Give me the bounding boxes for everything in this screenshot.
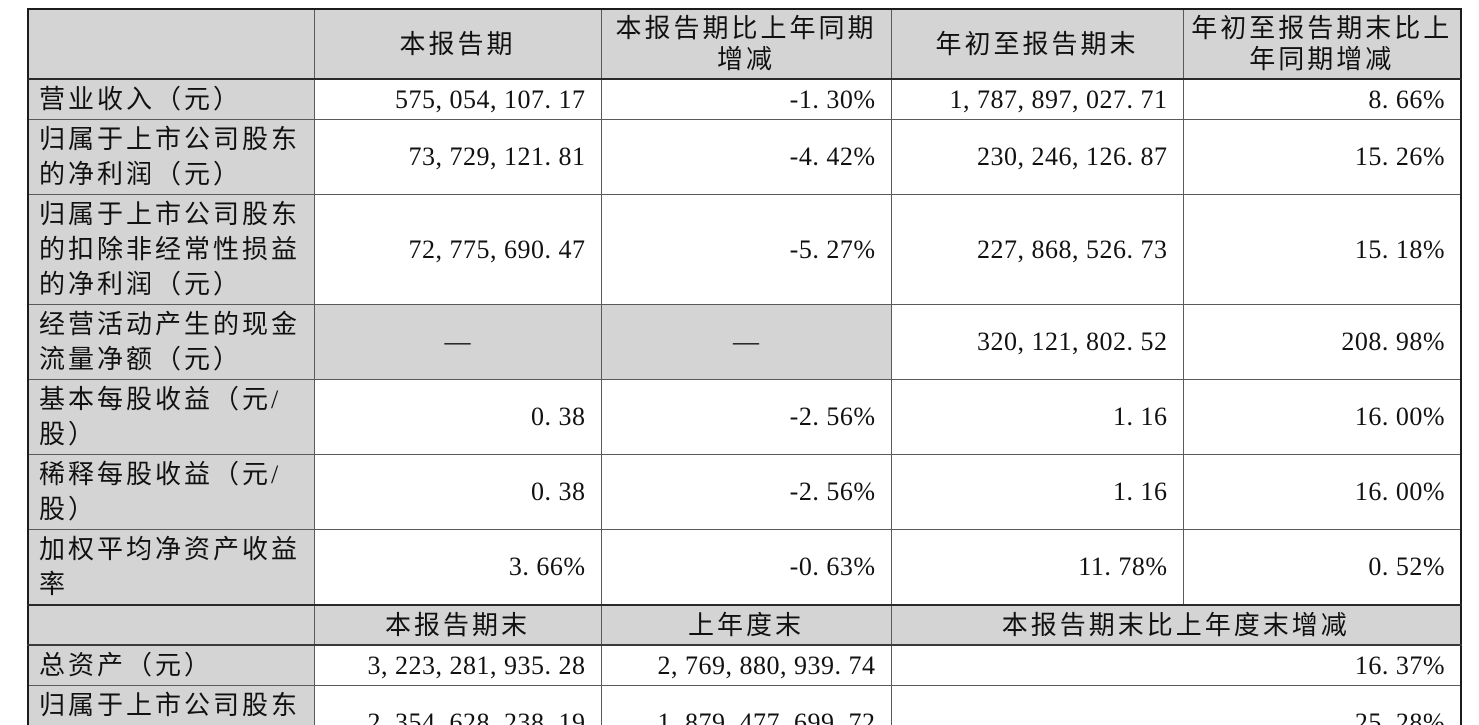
value-yoy: -2. 56% [600,379,892,455]
value-change: 25. 28% [890,685,1462,725]
value-yoy-dash: — [600,304,892,380]
row-basic-eps: 基本每股收益（元/股） 0. 38 -2. 56% 1. 16 16. 00% [27,379,1462,455]
col-header-ytd: 年初至报告期末 [890,8,1184,80]
header-corner-cell [27,8,315,80]
header-row-period-end: 本报告期末 上年度末 本报告期末比上年度末增减 [27,604,1462,646]
row-label: 基本每股收益（元/股） [27,379,315,455]
row-net-profit-excl-nonrecurring: 归属于上市公司股东的扣除非经常性损益的净利润（元） 72, 775, 690. … [27,194,1462,305]
row-weighted-avg-roe: 加权平均净资产收益率 3. 66% -0. 63% 11. 78% 0. 52% [27,529,1462,606]
col-header-current-period: 本报告期 [313,8,602,80]
row-label: 归属于上市公司股东的净利润（元） [27,119,315,195]
row-net-profit: 归属于上市公司股东的净利润（元） 73, 729, 121. 81 -4. 42… [27,119,1462,195]
value-ytd-yoy: 16. 00% [1182,379,1462,455]
value-ytd-yoy: 208. 98% [1182,304,1462,380]
value-change: 16. 37% [890,644,1462,686]
row-operating-revenue: 营业收入（元） 575, 054, 107. 17 -1. 30% 1, 787… [27,78,1462,120]
value-ytd: 1. 16 [890,379,1184,455]
header-row-period: 本报告期 本报告期比上年同期增减 年初至报告期末 年初至报告期末比上年同期增减 [27,8,1462,80]
value-yoy: -4. 42% [600,119,892,195]
row-label: 营业收入（元） [27,78,315,120]
value-ytd: 230, 246, 126. 87 [890,119,1184,195]
value-yoy: -2. 56% [600,454,892,530]
value-yoy: -0. 63% [600,529,892,606]
header2-corner-cell [27,604,315,646]
value-current: 0. 38 [313,454,602,530]
value-prev-year-end: 2, 769, 880, 939. 74 [600,644,892,686]
value-period-end: 3, 223, 281, 935. 28 [313,644,602,686]
row-label: 经营活动产生的现金流量净额（元） [27,304,315,380]
value-yoy: -5. 27% [600,194,892,305]
col-header-prev-year-end: 上年度末 [600,604,892,646]
value-ytd: 1, 787, 897, 027. 71 [890,78,1184,120]
value-ytd-yoy: 8. 66% [1182,78,1462,120]
col-header-ytd-yoy: 年初至报告期末比上年同期增减 [1182,8,1462,80]
row-operating-cash-flow: 经营活动产生的现金流量净额（元） — — 320, 121, 802. 52 2… [27,304,1462,380]
value-ytd-yoy: 16. 00% [1182,454,1462,530]
value-ytd: 1. 16 [890,454,1184,530]
row-diluted-eps: 稀释每股收益（元/股） 0. 38 -2. 56% 1. 16 16. 00% [27,454,1462,530]
row-label: 稀释每股收益（元/股） [27,454,315,530]
value-current-dash: — [313,304,602,380]
value-ytd: 11. 78% [890,529,1184,606]
value-ytd-yoy: 0. 52% [1182,529,1462,606]
key-financials-table: 本报告期 本报告期比上年同期增减 年初至报告期末 年初至报告期末比上年同期增减 … [27,8,1462,725]
row-label: 总资产（元） [27,644,315,686]
value-current: 575, 054, 107. 17 [313,78,602,120]
value-current: 72, 775, 690. 47 [313,194,602,305]
value-ytd: 227, 868, 526. 73 [890,194,1184,305]
value-ytd-yoy: 15. 18% [1182,194,1462,305]
value-current: 73, 729, 121. 81 [313,119,602,195]
row-label: 归属于上市公司股东的扣除非经常性损益的净利润（元） [27,194,315,305]
row-label: 归属于上市公司股东的所有者权益（元） [27,685,315,725]
value-period-end: 2, 354, 628, 238. 19 [313,685,602,725]
col-header-period-end: 本报告期末 [313,604,602,646]
value-ytd-yoy: 15. 26% [1182,119,1462,195]
col-header-current-period-yoy: 本报告期比上年同期增减 [600,8,892,80]
row-total-assets: 总资产（元） 3, 223, 281, 935. 28 2, 769, 880,… [27,644,1462,686]
value-ytd: 320, 121, 802. 52 [890,304,1184,380]
col-header-period-end-change: 本报告期末比上年度末增减 [890,604,1462,646]
row-label: 加权平均净资产收益率 [27,529,315,606]
value-prev-year-end: 1, 879, 477, 699. 72 [600,685,892,725]
value-yoy: -1. 30% [600,78,892,120]
value-current: 0. 38 [313,379,602,455]
row-owners-equity: 归属于上市公司股东的所有者权益（元） 2, 354, 628, 238. 19 … [27,685,1462,725]
value-current: 3. 66% [313,529,602,606]
